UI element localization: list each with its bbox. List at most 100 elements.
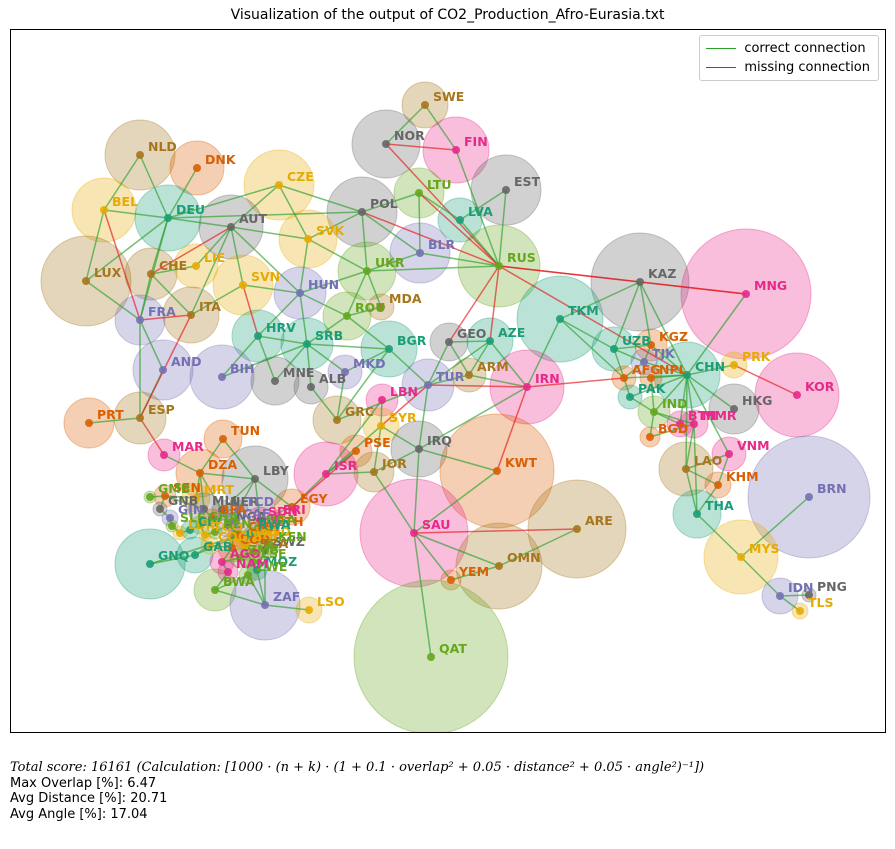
edge-tur-syr-missing <box>380 384 429 427</box>
node-dot-lao <box>682 465 690 473</box>
edge-mys-idn-correct <box>740 556 781 597</box>
edge-srb-bih-correct <box>221 343 308 378</box>
edge-sau-are-missing <box>413 528 578 534</box>
node-label-hkg: HKG <box>742 393 772 408</box>
node-dot-kor <box>793 391 801 399</box>
edge-che-fra-correct <box>139 273 152 321</box>
node-dot-gin <box>166 514 174 522</box>
node-dot-tgo <box>201 531 209 539</box>
edge-aut-ita-correct <box>190 226 232 316</box>
edge-chn-prk-correct <box>686 364 735 376</box>
node-dot-che <box>147 270 155 278</box>
edge-srb-alb-correct <box>306 343 312 388</box>
node-label-ner: NER <box>230 494 259 509</box>
edge-nor-fin-missing <box>385 143 457 151</box>
node-label-syr: SYR <box>389 410 417 425</box>
node-dot-omn <box>495 562 503 570</box>
node-dot-hun <box>296 289 304 297</box>
node-dot-btn <box>676 420 684 428</box>
node-label-svn: SVN <box>251 269 280 284</box>
node-dot-nld <box>136 151 144 159</box>
edge-ukr-hun-correct <box>299 270 368 294</box>
edge-tjk-afg-correct <box>623 361 645 379</box>
edge-deu-che-correct <box>150 217 169 275</box>
edge-lby-egy-correct <box>254 478 293 508</box>
node-label-pak: PAK <box>638 381 667 396</box>
edge-lbn-syr-correct <box>380 399 383 427</box>
node-label-and: AND <box>171 354 202 369</box>
max-overlap-line: Max Overlap [%]: 6.47 <box>10 775 157 791</box>
edge-bel-fra-missing <box>103 209 141 321</box>
node-dot-rus <box>495 262 503 270</box>
edge-dza-mli-correct <box>199 472 205 510</box>
edge-mys-brn-correct <box>740 496 810 558</box>
node-label-prk: PRK <box>742 349 772 364</box>
node-dot-ukr <box>363 267 371 275</box>
node-dot-mli <box>200 505 208 513</box>
node-label-kgz: KGZ <box>659 329 688 344</box>
node-label-tha: THA <box>705 498 734 513</box>
node-label-irn: IRN <box>535 371 560 386</box>
node-dot-gmb <box>146 493 154 501</box>
node-dot-swe <box>421 101 429 109</box>
edge-rus-aze-missing <box>489 265 500 342</box>
node-label-cze: CZE <box>287 169 314 184</box>
edge-kaz-uzb-correct <box>613 281 641 350</box>
node-label-mwi: MWI <box>248 524 279 539</box>
edge-bwa-zaf-correct <box>214 589 266 606</box>
node-label-aze: AZE <box>498 325 525 340</box>
edge-che-ita-correct <box>150 273 192 316</box>
edge-syr-irq-correct <box>380 425 420 450</box>
node-dot-gha <box>196 521 204 529</box>
node-label-rou: ROU <box>355 300 385 315</box>
node-dot-mrt <box>192 494 200 502</box>
edge-tur-irq-correct <box>418 384 429 450</box>
legend-entry-correct: correct connection <box>706 39 870 58</box>
node-dot-are <box>573 525 581 533</box>
node-dot-mar <box>160 451 168 459</box>
edge-ind-bgd-correct <box>649 411 655 438</box>
edge-est-rus-correct <box>498 189 507 267</box>
node-dot-zwe <box>244 571 252 579</box>
node-label-civ: CIV <box>198 514 222 529</box>
legend: correct connection missing connection <box>699 35 879 81</box>
node-dot-irn <box>523 383 531 391</box>
node-label-mkd: MKD <box>353 356 386 371</box>
node-label-lux: LUX <box>94 265 122 280</box>
node-dot-chn <box>683 371 691 379</box>
node-dot-aze <box>486 337 494 345</box>
node-dot-ben <box>211 528 219 536</box>
node-dot-ssd <box>251 536 259 544</box>
edge-dza-ner-correct <box>199 472 223 511</box>
edge-deu-pol-correct <box>167 211 363 219</box>
edge-nld-bel-correct <box>103 154 141 211</box>
edge-arm-irn-correct <box>468 374 528 388</box>
node-dot-fra <box>136 316 144 324</box>
edge-ukr-rou-correct <box>346 270 368 317</box>
edge-deu-cze-correct <box>167 184 280 219</box>
node-dot-pse <box>352 447 360 455</box>
node-label-alb: ALB <box>319 371 346 386</box>
total-score-line: Total score: 16161 (Calculation: [1000 ·… <box>10 760 705 775</box>
edge-rus-ukr-correct <box>366 265 500 272</box>
edge-prk-kor-missing <box>733 364 798 396</box>
edge-mar-dza-correct <box>163 454 201 474</box>
node-label-vnm: VNM <box>737 438 770 453</box>
edge-ind-pak-correct <box>629 396 655 413</box>
node-label-sau: SAU <box>422 517 450 532</box>
edge-ltu-blr-correct <box>418 192 421 254</box>
edge-sau-omn-correct <box>413 532 500 567</box>
node-label-aut: AUT <box>239 211 267 226</box>
edge-aut-che-missing <box>150 226 232 275</box>
edge-idn-tls-correct <box>779 595 801 612</box>
node-dot-mng <box>742 290 750 298</box>
node-label-fra: FRA <box>148 304 176 319</box>
node-label-bdi: BDI <box>253 529 278 544</box>
node-label-zaf: ZAF <box>273 589 300 604</box>
score-stats: Total score: 16161 (Calculation: [1000 ·… <box>10 760 704 822</box>
edge-gnq-gab-correct <box>149 554 196 565</box>
edge-hun-hrv-correct <box>257 292 301 337</box>
node-dot-bwa <box>211 586 219 594</box>
edge-uzb-afg-correct <box>613 348 625 379</box>
node-dot-rwa <box>246 529 254 537</box>
